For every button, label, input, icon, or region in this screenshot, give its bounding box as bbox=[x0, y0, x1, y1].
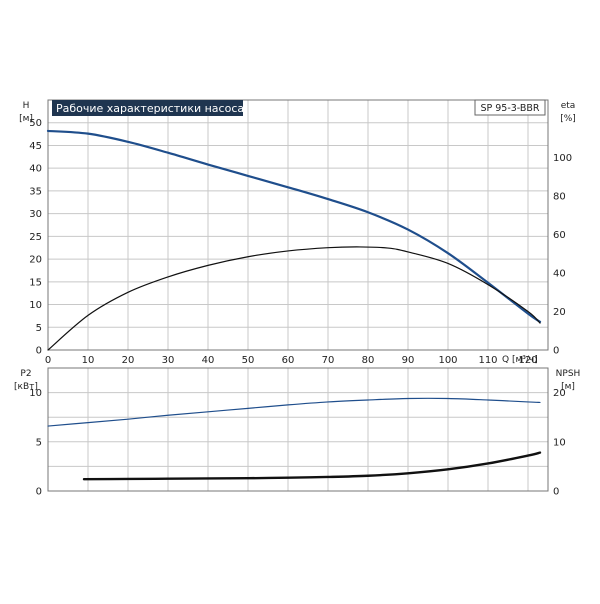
x-tick-label: 0 bbox=[45, 355, 51, 366]
y-right-label: eta bbox=[561, 101, 576, 111]
p2-tick-label: 10 bbox=[29, 388, 42, 399]
x-tick-label: 20 bbox=[122, 355, 135, 366]
x-tick-label: 100 bbox=[438, 355, 457, 366]
x-axis-label: Q [м³/ч] bbox=[502, 355, 538, 365]
x-tick-label: 60 bbox=[282, 355, 295, 366]
efficiency-curve bbox=[47, 246, 541, 351]
y-left-tick-label: 5 bbox=[36, 323, 42, 334]
y-left-label: H bbox=[23, 101, 30, 111]
x-tick-label: 120 bbox=[518, 355, 537, 366]
y-left-tick-label: 20 bbox=[29, 255, 42, 266]
y-left-tick-label: 10 bbox=[29, 300, 42, 311]
y-left-tick-label: 50 bbox=[29, 118, 42, 129]
p2-tick-label: 0 bbox=[36, 487, 42, 498]
power-curve bbox=[47, 397, 541, 427]
p2-tick-label: 5 bbox=[36, 437, 42, 448]
y-right-tick-label: 20 bbox=[553, 307, 566, 318]
y-left-tick-label: 15 bbox=[29, 277, 42, 288]
y-left-tick-label: 40 bbox=[29, 164, 42, 175]
tick-labels: 0 10 20 30 40 50 60 70 80 90 100 110 120051015202530… bbox=[29, 118, 572, 497]
x-tick-label: 80 bbox=[362, 355, 375, 366]
y-left-tick-label: 30 bbox=[29, 209, 42, 220]
y-left-unit: [м] bbox=[19, 114, 33, 124]
y-right-tick-label: 80 bbox=[553, 192, 566, 203]
y-left-tick-label: 45 bbox=[29, 141, 42, 152]
top-plot-frame bbox=[47, 99, 549, 351]
y-left-tick-label: 25 bbox=[29, 232, 42, 243]
x-tick-label: 70 bbox=[322, 355, 335, 366]
y-right-tick-label: 0 bbox=[553, 346, 559, 357]
model-label: SP 95-3-BBR bbox=[480, 103, 539, 114]
y-right-tick-label: 40 bbox=[553, 269, 566, 280]
model-box bbox=[474, 99, 546, 116]
bottom-plot-frame bbox=[47, 367, 549, 492]
y-right-tick-label: 60 bbox=[553, 230, 566, 241]
curves bbox=[46, 129, 542, 481]
y-left-tick-label: 35 bbox=[29, 186, 42, 197]
x-tick-label: 90 bbox=[402, 355, 415, 366]
npsh-tick-label: 20 bbox=[553, 388, 566, 399]
npsh-label: NPSH bbox=[556, 369, 581, 379]
chart-title: Рабочие характеристики насоса bbox=[56, 102, 244, 115]
npsh-curve bbox=[82, 451, 542, 481]
title-box bbox=[52, 100, 243, 116]
head-curve bbox=[46, 129, 542, 323]
npsh-tick-label: 10 bbox=[553, 437, 566, 448]
x-tick-label: 30 bbox=[162, 355, 175, 366]
npsh-unit: [м] bbox=[561, 382, 575, 392]
x-tick-label: 50 bbox=[242, 355, 255, 366]
npsh-tick-label: 0 bbox=[553, 487, 559, 498]
p2-unit: [кВт] bbox=[14, 382, 38, 392]
y-right-unit: [%] bbox=[560, 114, 576, 124]
x-tick-label: 110 bbox=[478, 355, 497, 366]
x-tick-label: 10 bbox=[82, 355, 95, 366]
x-tick-label: 40 bbox=[202, 355, 215, 366]
p2-label: P2 bbox=[20, 369, 31, 379]
y-left-tick-label: 0 bbox=[36, 346, 42, 357]
y-right-tick-label: 100 bbox=[553, 153, 572, 164]
